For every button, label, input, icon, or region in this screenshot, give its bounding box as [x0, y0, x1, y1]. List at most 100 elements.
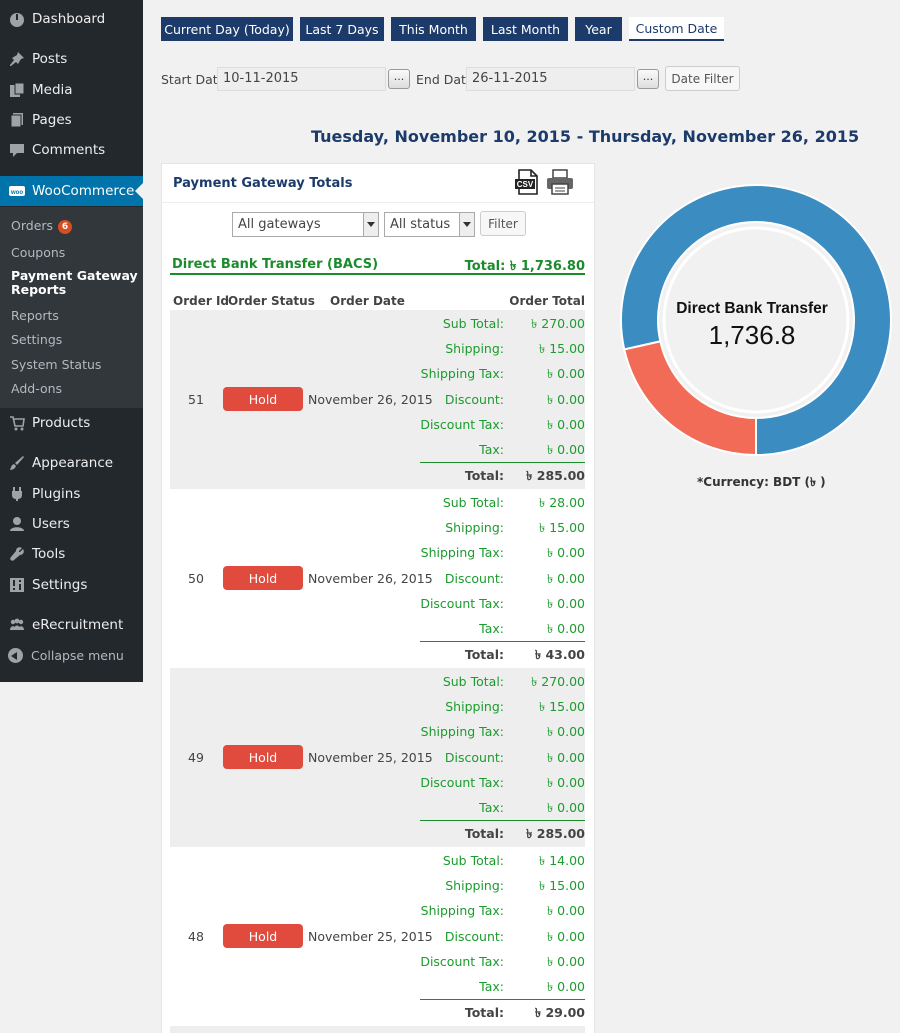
sidebar-item-comments[interactable]: Comments: [0, 135, 143, 165]
submenu-orders[interactable]: Orders 6: [11, 218, 73, 234]
line-label-sub-total: Sub Total:: [442, 316, 504, 331]
tab-current-day[interactable]: Current Day (Today): [161, 17, 293, 41]
total-divider: [420, 462, 585, 463]
gateway-donut-chart: Direct Bank Transfer 1,736.8: [620, 184, 892, 457]
pages-icon: [8, 111, 26, 129]
woocommerce-submenu: Orders 6 Coupons Payment Gateway Reports …: [0, 207, 143, 408]
end-date-picker-button[interactable]: ...: [637, 69, 659, 89]
line-value-shipping: ৳ 15.00: [539, 878, 585, 894]
sidebar-item-tools[interactable]: Tools: [0, 539, 143, 569]
submenu-reports[interactable]: Reports: [11, 308, 59, 323]
sidebar-item-appearance[interactable]: Appearance: [0, 448, 143, 478]
sidebar-item-label: Tools: [32, 546, 66, 562]
line-label-discount: Discount:: [444, 391, 504, 407]
gateway-name: Direct Bank Transfer (BACS): [172, 257, 379, 272]
people-icon: [8, 616, 26, 634]
gateway-select-value: All gateways: [238, 217, 321, 232]
donut-inner-ring: [662, 226, 850, 414]
sidebar-item-label: Dashboard: [32, 11, 106, 27]
gateway-select[interactable]: All gateways: [232, 212, 379, 237]
chevron-down-icon: [459, 213, 474, 236]
gateway-divider: [170, 273, 585, 275]
sidebar-item-dashboard[interactable]: Dashboard: [0, 4, 143, 34]
status-hold-button[interactable]: Hold: [223, 387, 303, 411]
sidebar-item-label: WooCommerce: [32, 183, 135, 199]
collapse-menu-button[interactable]: Collapse menu: [8, 648, 124, 663]
tab-last-7-days[interactable]: Last 7 Days: [300, 17, 384, 41]
line-value-sub-total: ৳ 270.00: [531, 674, 585, 689]
tab-this-month[interactable]: This Month: [391, 17, 476, 41]
date-range-title: Tuesday, November 10, 2015 - Thursday, N…: [311, 127, 860, 146]
sidebar-item-woocommerce[interactable]: woo WooCommerce: [0, 176, 143, 206]
start-date-input[interactable]: 10-11-2015: [217, 67, 386, 91]
submenu-pg-reports-line1: Payment Gateway: [11, 268, 138, 283]
line-label-shipping-tax: Shipping Tax:: [420, 366, 504, 382]
line-label-tax: Tax:: [479, 979, 504, 994]
line-label-sub-total: Sub Total:: [442, 674, 504, 689]
submenu-payment-gateway-reports[interactable]: Payment Gateway Reports: [11, 269, 138, 297]
media-icon: [8, 81, 26, 99]
line-value-shipping-tax: ৳ 0.00: [546, 366, 585, 382]
line-label-shipping: Shipping:: [445, 341, 504, 357]
line-value-shipping-tax: ৳ 0.00: [546, 903, 585, 919]
sidebar-item-products[interactable]: Products: [0, 408, 143, 438]
svg-text:woo: woo: [10, 190, 23, 196]
status-hold-button[interactable]: Hold: [223, 745, 303, 769]
sidebar-item-media[interactable]: Media: [0, 75, 143, 105]
order-total-label: Total:: [464, 647, 504, 662]
date-filter-button[interactable]: Date Filter: [665, 66, 740, 91]
tab-year[interactable]: Year: [575, 17, 622, 41]
start-date-picker-button[interactable]: ...: [388, 69, 410, 89]
user-icon: [8, 515, 26, 533]
order-total-label: Total:: [464, 468, 504, 483]
comment-icon: [8, 141, 26, 159]
submenu-addons[interactable]: Add-ons: [11, 381, 63, 396]
sidebar-item-label: Users: [32, 516, 70, 532]
status-select[interactable]: All status: [384, 212, 475, 237]
line-label-shipping-tax: Shipping Tax:: [420, 545, 504, 561]
currency-note: *Currency: BDT (৳ ): [697, 475, 826, 489]
filter-button[interactable]: Filter: [480, 211, 526, 236]
sidebar-item-plugins[interactable]: Plugins: [0, 479, 143, 509]
line-value-tax: ৳ 0.00: [546, 800, 585, 815]
sidebar-item-pages[interactable]: Pages: [0, 105, 143, 135]
line-label-sub-total: Sub Total:: [442, 495, 504, 510]
sidebar-item-settings[interactable]: Settings: [0, 570, 143, 600]
sidebar-item-users[interactable]: Users: [0, 509, 143, 539]
sidebar-item-label: Settings: [32, 577, 88, 593]
table-row: 49 Hold November 25, 2015 Sub Total: ৳ 270.0…: [170, 668, 585, 847]
start-date-label: Start Date: [161, 72, 226, 87]
status-hold-button[interactable]: Hold: [223, 924, 303, 948]
table-row: 48 Hold November 25, 2015 Sub Total: ৳ 14.00…: [170, 847, 585, 1026]
order-total-label: Total:: [464, 826, 504, 841]
csv-export-icon[interactable]: CSV: [514, 169, 540, 195]
line-value-shipping: ৳ 15.00: [539, 520, 585, 536]
order-total-label: Total:: [464, 1005, 504, 1020]
order-total-value: ৳ 29.00: [534, 1005, 585, 1020]
status-hold-button[interactable]: Hold: [223, 566, 303, 590]
sidebar-item-posts[interactable]: Posts: [0, 44, 143, 74]
order-id: 49: [188, 750, 204, 765]
line-value-discount-tax: ৳ 0.00: [546, 953, 585, 969]
tab-custom-date[interactable]: Custom Date: [629, 17, 724, 41]
line-value-shipping: ৳ 15.00: [539, 699, 585, 715]
end-date-input[interactable]: 26-11-2015: [466, 67, 635, 91]
line-label-sub-total: Sub Total:: [442, 853, 504, 868]
col-order-id: Order Id: [173, 294, 229, 308]
order-id: 48: [188, 929, 204, 944]
print-icon[interactable]: [546, 169, 574, 195]
submenu-system-status[interactable]: System Status: [11, 357, 102, 372]
submenu-settings[interactable]: Settings: [11, 332, 63, 347]
line-value-sub-total: ৳ 270.00: [531, 316, 585, 331]
order-date: November 26, 2015: [308, 392, 433, 407]
submenu-coupons[interactable]: Coupons: [11, 245, 66, 260]
line-value-sub-total: ৳ 28.00: [539, 495, 585, 510]
line-label-tax: Tax:: [479, 800, 504, 815]
line-value-tax: ৳ 0.00: [546, 979, 585, 994]
pin-icon: [8, 50, 26, 68]
orders-count-badge: 6: [58, 220, 73, 234]
collapse-menu-label: Collapse menu: [31, 648, 124, 663]
tab-last-month[interactable]: Last Month: [483, 17, 568, 41]
sidebar-item-erecruitment[interactable]: eRecruitment: [0, 610, 143, 640]
sidebar-item-label: Pages: [32, 112, 72, 128]
